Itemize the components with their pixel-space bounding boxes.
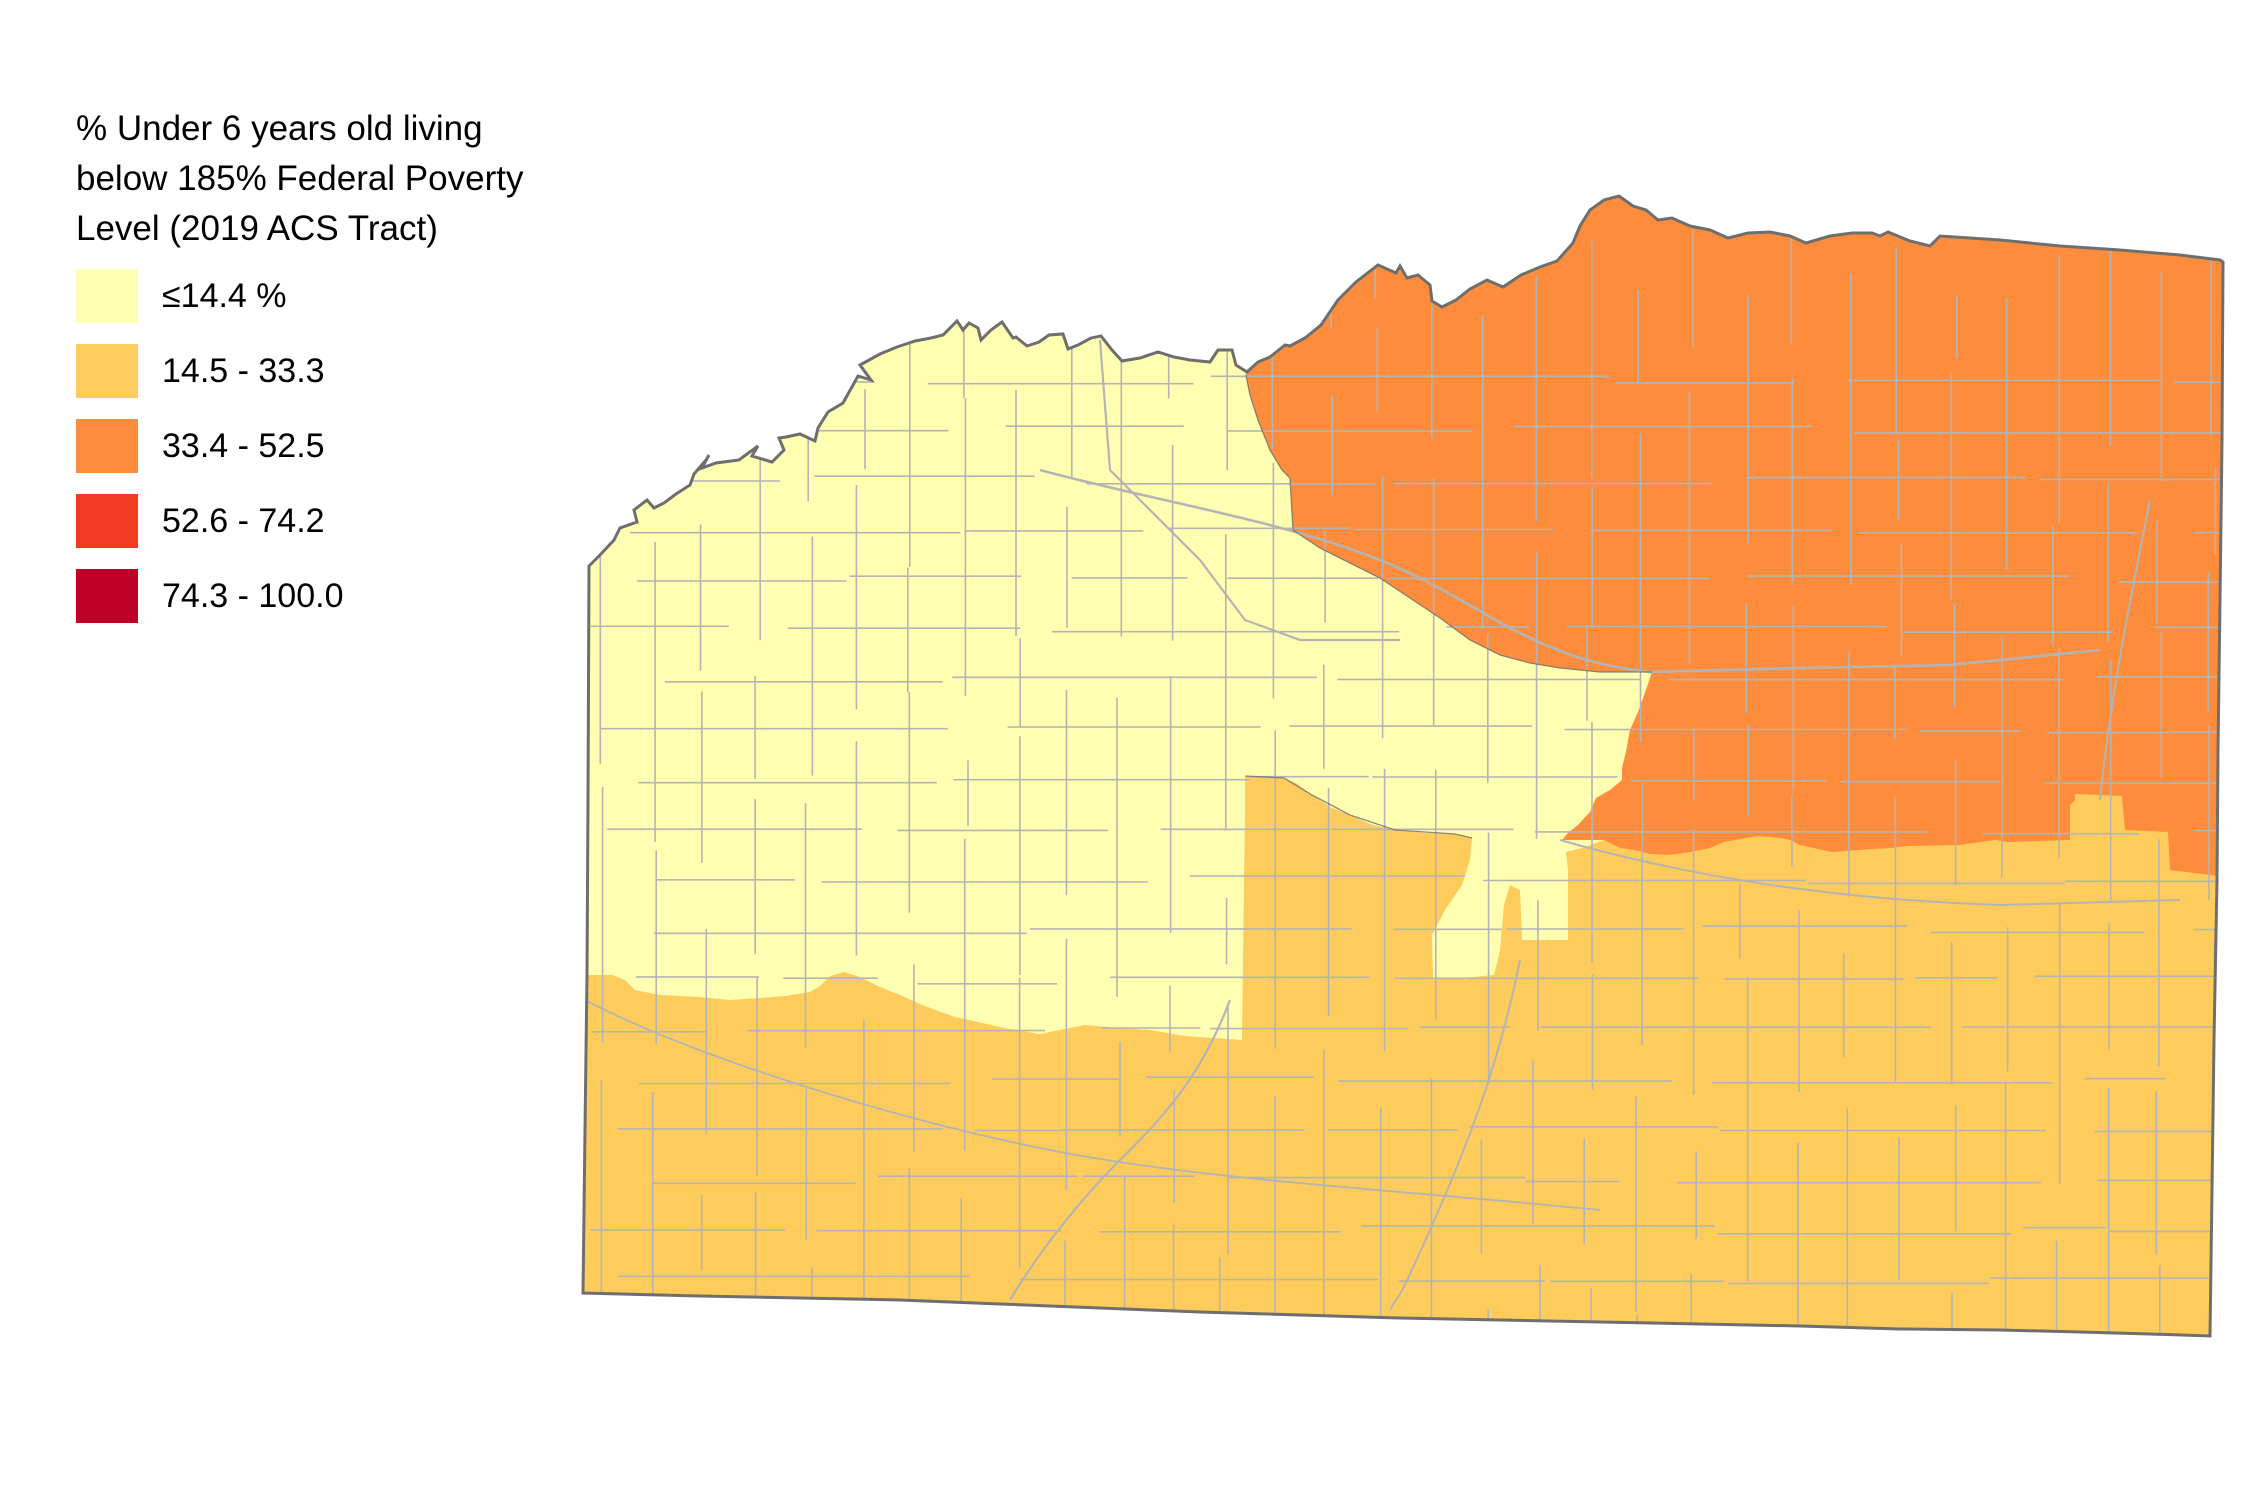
legend-title-line: below 185% Federal Poverty bbox=[76, 159, 524, 198]
road-line bbox=[584, 999, 1601, 1211]
legend-title-line: % Under 6 years old living bbox=[76, 109, 483, 148]
legend-swatch bbox=[76, 494, 138, 548]
legend-title: % Under 6 years old living below 185% Fe… bbox=[76, 104, 596, 254]
legend-swatch bbox=[76, 269, 138, 323]
map-legend: % Under 6 years old living below 185% Fe… bbox=[76, 104, 596, 643]
legend-item: 52.6 - 74.2 bbox=[76, 493, 596, 549]
road-line bbox=[1559, 839, 2181, 907]
road-line bbox=[1098, 339, 1400, 642]
road-line bbox=[2099, 499, 2151, 801]
legend-label: ≤14.4 % bbox=[162, 276, 287, 315]
legend-item: 74.3 - 100.0 bbox=[76, 568, 596, 624]
road-network bbox=[584, 200, 2223, 1336]
legend-label: 52.6 - 74.2 bbox=[162, 501, 325, 540]
road-line bbox=[1039, 468, 2101, 674]
legend-item: ≤14.4 % bbox=[76, 268, 596, 324]
legend-swatch bbox=[76, 419, 138, 473]
legend-item: 33.4 - 52.5 bbox=[76, 418, 596, 474]
legend-title-line: Level (2019 ACS Tract) bbox=[76, 209, 438, 248]
legend-label: 33.4 - 52.5 bbox=[162, 426, 325, 465]
legend-item: 14.5 - 33.3 bbox=[76, 343, 596, 399]
legend-swatch bbox=[76, 344, 138, 398]
road-line bbox=[1389, 959, 1521, 1311]
tract-boundaries bbox=[1244, 374, 1652, 839]
legend-swatch bbox=[76, 569, 138, 623]
road-line bbox=[1009, 999, 1232, 1301]
legend-label: 14.5 - 33.3 bbox=[162, 351, 325, 390]
legend-label: 74.3 - 100.0 bbox=[162, 576, 344, 615]
